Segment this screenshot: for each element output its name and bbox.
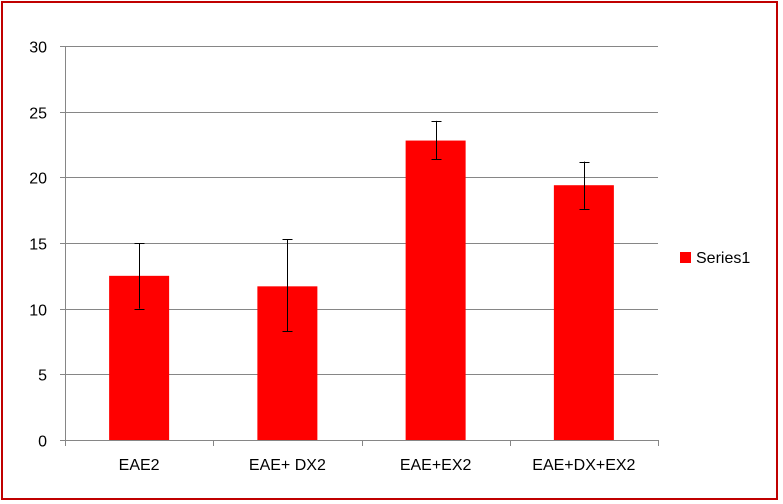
x-tick-label: EAE+DX+EX2 xyxy=(532,457,635,474)
x-axis-ticks: EAE2 EAE+ DX2 EAE+EX2 EAE+DX+EX2 xyxy=(65,440,659,474)
legend-swatch xyxy=(680,252,691,263)
y-tick-label: 20 xyxy=(29,171,47,188)
legend-label: Series1 xyxy=(696,250,750,267)
y-tick-label: 0 xyxy=(38,434,47,451)
bars xyxy=(109,140,614,440)
bar-EAE+DX+EX2 xyxy=(553,185,614,440)
y-tick-label: 5 xyxy=(38,368,47,385)
bar-EAE+EX2 xyxy=(405,140,466,440)
x-tick-label: EAE+ DX2 xyxy=(249,457,326,474)
y-tick-label: 15 xyxy=(29,237,47,254)
error-bars xyxy=(134,120,590,332)
legend: Series1 xyxy=(680,250,750,267)
x-axis xyxy=(65,46,658,441)
y-tick-label: 30 xyxy=(29,40,47,57)
x-tick-label: EAE+EX2 xyxy=(400,457,472,474)
y-tick-label: 10 xyxy=(29,303,47,320)
y-tick-label: 25 xyxy=(29,106,47,123)
y-axis-ticks: 0 5 10 15 20 25 30 xyxy=(29,40,65,451)
x-tick-label: EAE2 xyxy=(119,457,160,474)
